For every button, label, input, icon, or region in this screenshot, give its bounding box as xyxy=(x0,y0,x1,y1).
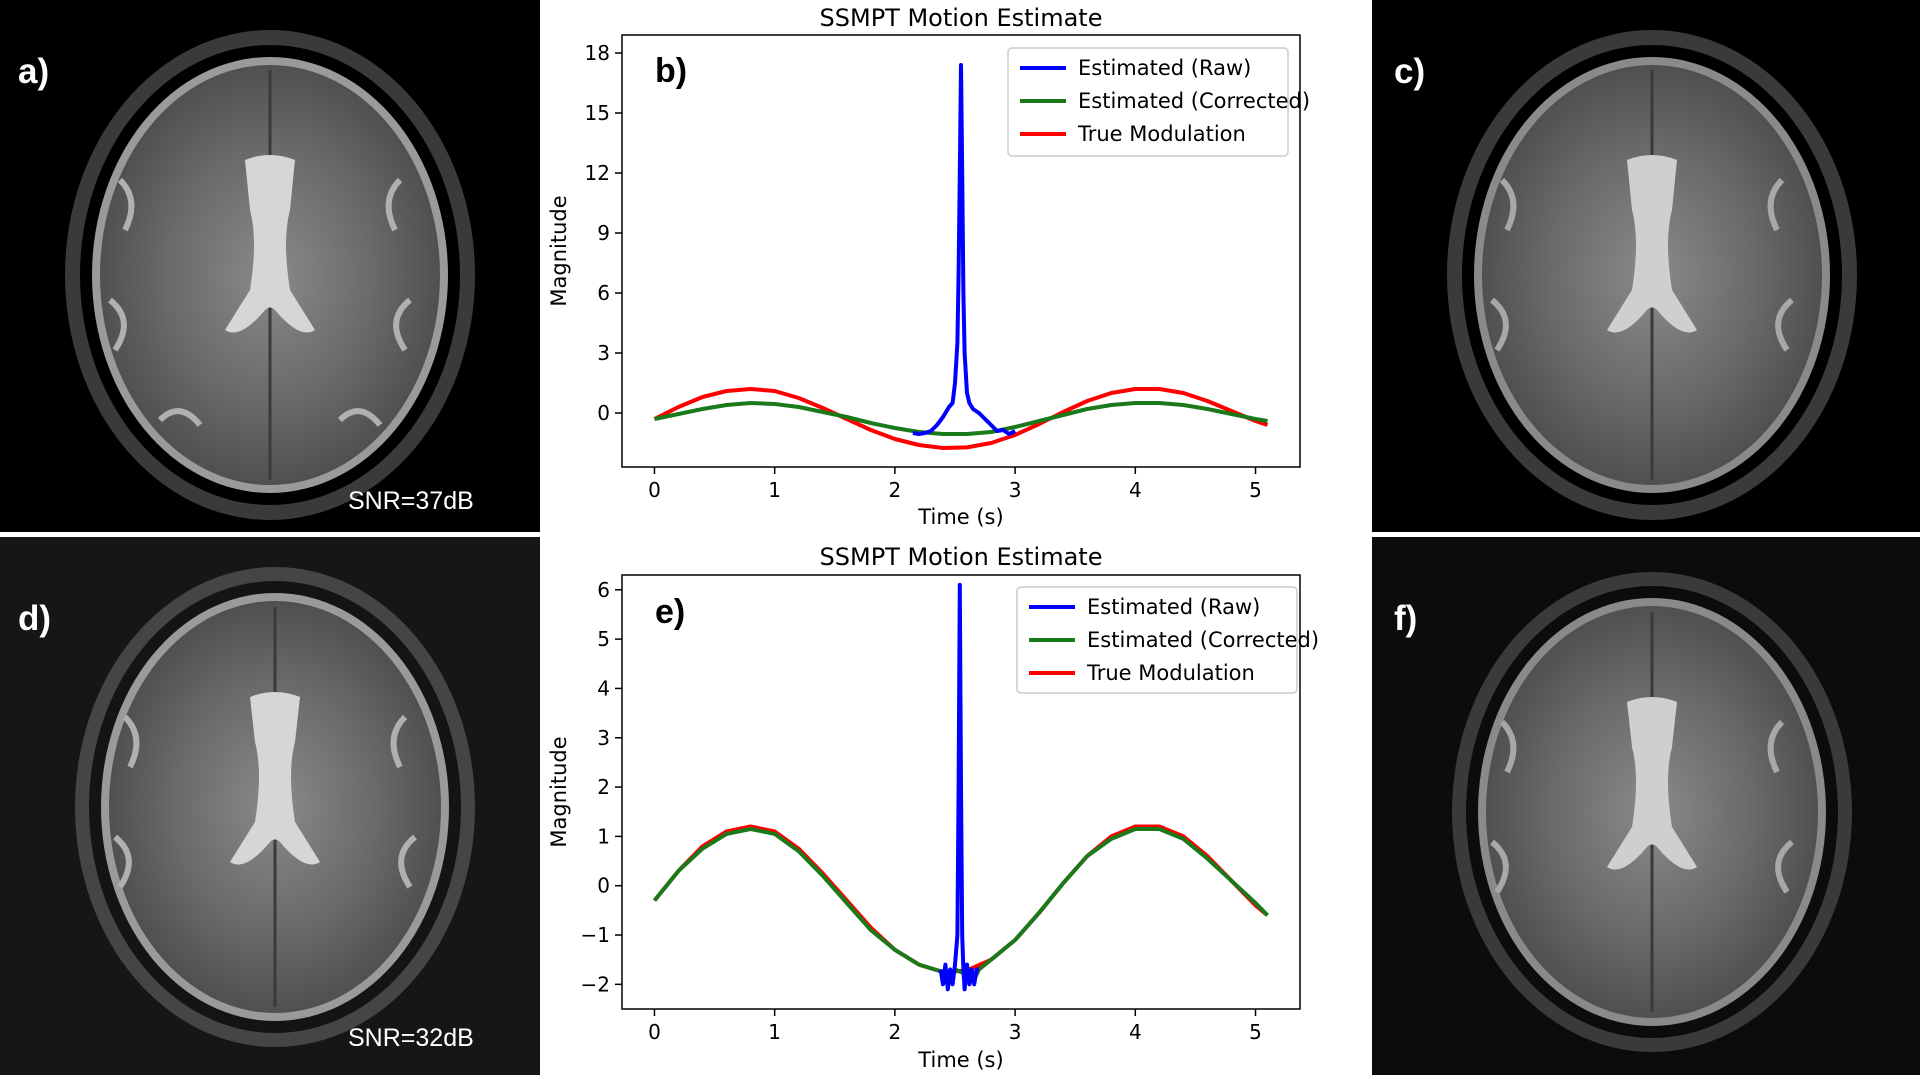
x-tick-label: 5 xyxy=(1249,1020,1262,1044)
series-line-2 xyxy=(653,387,1269,450)
y-tick-label: 0 xyxy=(597,401,610,425)
snr-label-d: SNR=32dB xyxy=(348,1024,474,1052)
x-tick-label: 3 xyxy=(1009,478,1022,502)
panel-label-c: c) xyxy=(1394,52,1426,91)
x-tick-label: 1 xyxy=(768,478,781,502)
legend-box xyxy=(1016,586,1298,694)
x-axis-label: Time (s) xyxy=(917,505,1003,529)
y-tick-label: 3 xyxy=(597,341,610,365)
x-tick-label: 2 xyxy=(889,478,902,502)
y-tick-label: −2 xyxy=(581,972,610,996)
y-axis-label: Magnitude xyxy=(547,195,571,306)
chart-panel-b: SSMPT Motion Estimate 0 1 2 3 4 5 0 3 6 9 12 15 18 Tim… xyxy=(540,0,1372,532)
legend-label-0: Estimated (Raw) xyxy=(1078,56,1251,80)
panel-label-d: d) xyxy=(18,599,52,638)
plot-frame xyxy=(621,574,1301,1010)
mri-panel-f: f) xyxy=(1372,537,1920,1075)
series-line-1 xyxy=(654,401,1268,436)
y-tick-label: 1 xyxy=(597,824,610,848)
x-tick-label: 1 xyxy=(768,1020,781,1044)
horizontal-divider xyxy=(0,532,1920,537)
chart-title: SSMPT Motion Estimate xyxy=(820,4,1103,32)
y-tick-label: 5 xyxy=(597,627,610,651)
snr-label-a: SNR=37dB xyxy=(348,487,474,515)
plot-frame xyxy=(621,34,1301,468)
x-tick-label: 5 xyxy=(1249,478,1262,502)
mri-panel-c: c) xyxy=(1372,0,1920,532)
y-tick-label: 6 xyxy=(597,281,610,305)
legend-label-1: Estimated (Corrected) xyxy=(1078,89,1310,113)
panel-label-a: a) xyxy=(18,52,50,91)
x-tick-label: 3 xyxy=(1009,1020,1022,1044)
legend-label-2: True Modulation xyxy=(1086,661,1255,685)
brain-mri-image-a xyxy=(65,30,475,520)
brain-mri-image-f xyxy=(1372,537,1920,1075)
legend-label-2: True Modulation xyxy=(1077,122,1246,146)
series-line-0 xyxy=(912,63,1016,436)
panel-label: e) xyxy=(655,593,685,631)
legend-label-1: Estimated (Corrected) xyxy=(1087,628,1319,652)
panel-label-f: f) xyxy=(1394,599,1418,638)
chart-panel-e: SSMPT Motion Estimate 0 1 2 3 4 5 −2 −1 0 1 2 3 4 5 6 Ti… xyxy=(540,537,1372,1075)
x-tick-label: 0 xyxy=(648,478,661,502)
y-tick-label: 6 xyxy=(597,578,610,602)
y-tick-label: 15 xyxy=(585,101,610,125)
motion-estimate-chart-e: SSMPT Motion Estimate 0 1 2 3 4 5 −2 −1 0 1 2 3 4 5 6 Ti… xyxy=(547,543,1319,1072)
x-tick-label: 0 xyxy=(648,1020,661,1044)
y-tick-label: 3 xyxy=(597,726,610,750)
y-tick-label: 18 xyxy=(585,41,610,65)
y-tick-label: 9 xyxy=(597,221,610,245)
x-tick-label: 4 xyxy=(1129,1020,1142,1044)
y-tick-label: 2 xyxy=(597,775,610,799)
brain-mri-image-d xyxy=(0,537,540,1075)
legend-box xyxy=(1007,47,1289,157)
y-tick-label: 4 xyxy=(597,676,610,700)
y-tick-label: 0 xyxy=(597,874,610,898)
x-axis-label: Time (s) xyxy=(917,1048,1003,1072)
x-tick-label: 4 xyxy=(1129,478,1142,502)
mri-panel-d: d) SNR=32dB xyxy=(0,537,540,1075)
series-line-0 xyxy=(938,582,979,992)
y-tick-label: 12 xyxy=(585,161,610,185)
brain-mri-image-c xyxy=(1447,30,1857,520)
mri-panel-a: a) SNR=37dB xyxy=(0,0,540,532)
x-tick-label: 2 xyxy=(889,1020,902,1044)
legend-label-0: Estimated (Raw) xyxy=(1087,595,1260,619)
y-tick-label: −1 xyxy=(581,923,610,947)
panel-label: b) xyxy=(655,52,687,90)
chart-title: SSMPT Motion Estimate xyxy=(820,543,1103,571)
y-axis-label: Magnitude xyxy=(547,736,571,847)
